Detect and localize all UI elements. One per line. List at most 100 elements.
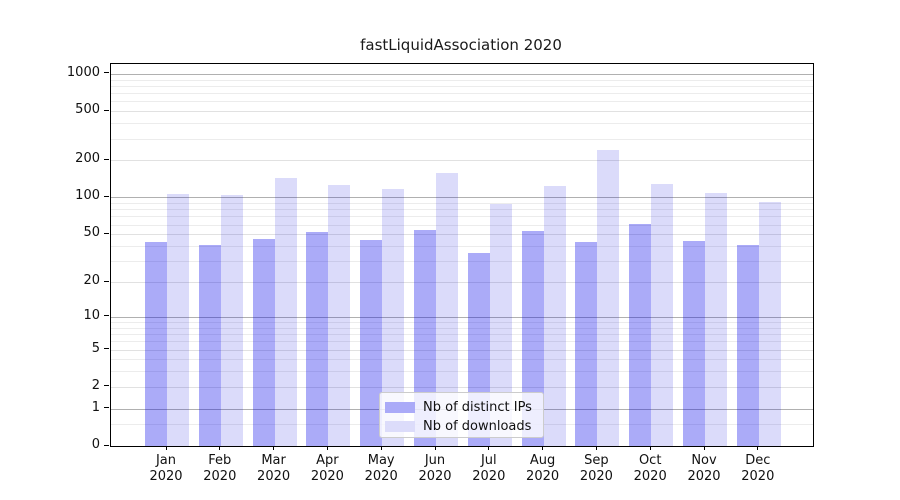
y-gridline-300 bbox=[111, 138, 813, 140]
bar-ips-mar bbox=[252, 238, 275, 446]
x-tick-mark-10 bbox=[703, 446, 705, 450]
x-tick-label-11: Dec 2020 bbox=[741, 453, 775, 484]
bar-ips-sep bbox=[575, 242, 598, 446]
y-gridline-3 bbox=[111, 371, 813, 373]
x-tick-mark-0 bbox=[165, 446, 167, 450]
y-tick-label-20: 20 bbox=[83, 273, 100, 289]
x-tick-mark-9 bbox=[649, 446, 651, 450]
bar-downloads-jan bbox=[167, 193, 189, 446]
y-tick-label-1000: 1000 bbox=[66, 64, 100, 80]
bar-downloads-feb bbox=[220, 195, 243, 446]
y-tick-mark-500 bbox=[104, 109, 109, 111]
y-tick-mark-200 bbox=[104, 158, 109, 160]
x-tick-mark-6 bbox=[488, 446, 490, 450]
x-tick-label-6: Jul 2020 bbox=[472, 453, 506, 484]
y-gridline-800 bbox=[111, 85, 813, 87]
y-gridline-6 bbox=[111, 341, 813, 343]
y-tick-mark-20 bbox=[104, 280, 109, 282]
x-tick-label-1: Feb 2020 bbox=[203, 453, 237, 484]
y-tick-mark-1000 bbox=[104, 72, 109, 74]
y-tick-mark-1 bbox=[104, 407, 109, 409]
x-tick-mark-5 bbox=[434, 446, 436, 450]
y-gridline-40 bbox=[111, 246, 813, 247]
legend-swatch-downloads bbox=[385, 421, 415, 432]
bar-downloads-aug bbox=[543, 186, 566, 446]
x-tick-mark-1 bbox=[219, 446, 221, 450]
x-tick-label-3: Apr 2020 bbox=[310, 453, 344, 484]
bar-downloads-jun bbox=[436, 173, 458, 446]
x-tick-mark-11 bbox=[757, 446, 759, 450]
legend-swatch-distinct-ips bbox=[385, 402, 415, 413]
x-tick-mark-8 bbox=[595, 446, 597, 450]
bar-ips-may bbox=[360, 239, 383, 446]
y-gridline-100 bbox=[111, 197, 813, 199]
bar-downloads-jul bbox=[489, 204, 512, 446]
bar-ips-feb bbox=[198, 244, 221, 446]
y-tick-mark-5 bbox=[104, 348, 109, 349]
y-gridline-10 bbox=[111, 316, 813, 318]
y-tick-mark-10 bbox=[104, 315, 109, 317]
y-gridline-50 bbox=[111, 234, 813, 236]
x-tick-label-2: Mar 2020 bbox=[257, 453, 291, 484]
y-tick-label-200: 200 bbox=[75, 151, 100, 167]
y-tick-label-50: 50 bbox=[83, 225, 100, 241]
y-tick-mark-0 bbox=[104, 444, 109, 446]
x-tick-mark-2 bbox=[273, 446, 275, 450]
y-gridline-2 bbox=[111, 386, 813, 388]
y-gridline-7 bbox=[111, 334, 813, 336]
legend-label-downloads: Nb of downloads bbox=[423, 419, 532, 434]
y-gridline-900 bbox=[111, 79, 813, 81]
legend-item-downloads: Nb of downloads bbox=[385, 417, 537, 436]
y-tick-label-2: 2 bbox=[91, 377, 100, 393]
y-gridline-70 bbox=[111, 216, 813, 218]
x-tick-label-4: May 2020 bbox=[364, 453, 398, 484]
bar-ips-nov bbox=[683, 241, 705, 446]
bar-downloads-mar bbox=[274, 178, 297, 446]
x-tick-mark-7 bbox=[542, 446, 544, 450]
y-gridline-60 bbox=[111, 224, 813, 226]
y-gridline-500 bbox=[111, 111, 813, 113]
plot-area bbox=[110, 63, 814, 447]
y-gridline-20 bbox=[111, 282, 813, 284]
bar-downloads-dec bbox=[758, 201, 781, 446]
y-gridline-5 bbox=[111, 349, 813, 351]
y-gridline-1000 bbox=[111, 73, 813, 75]
y-gridline-8 bbox=[111, 327, 813, 329]
bar-downloads-may bbox=[382, 189, 405, 446]
y-gridline-600 bbox=[111, 101, 813, 103]
y-gridline-700 bbox=[111, 93, 813, 95]
y-gridline-200 bbox=[111, 160, 813, 162]
y-tick-mark-100 bbox=[104, 195, 109, 197]
x-tick-label-10: Nov 2020 bbox=[687, 453, 721, 484]
y-gridline-30 bbox=[111, 261, 813, 263]
plot-inner bbox=[111, 64, 813, 446]
y-gridline-90 bbox=[111, 203, 813, 205]
y-tick-label-10: 10 bbox=[83, 307, 100, 323]
x-tick-mark-3 bbox=[326, 446, 328, 450]
y-gridline-400 bbox=[111, 123, 813, 125]
chart-title: fastLiquidAssociation 2020 bbox=[360, 36, 562, 54]
bar-ips-jan bbox=[145, 242, 167, 446]
y-tick-label-0: 0 bbox=[91, 437, 100, 452]
bar-downloads-apr bbox=[328, 185, 351, 446]
bar-ips-apr bbox=[306, 232, 329, 446]
x-tick-label-9: Oct 2020 bbox=[633, 453, 667, 484]
bar-ips-oct bbox=[629, 223, 652, 446]
bar-downloads-sep bbox=[597, 149, 620, 446]
y-tick-label-1: 1 bbox=[91, 399, 100, 415]
bar-ips-dec bbox=[736, 244, 759, 446]
bar-downloads-nov bbox=[705, 192, 727, 446]
y-tick-label-5: 5 bbox=[91, 340, 100, 356]
legend-label-distinct-ips: Nb of distinct IPs bbox=[423, 400, 532, 415]
bar-downloads-oct bbox=[651, 184, 674, 446]
y-gridline-9 bbox=[111, 322, 813, 323]
legend: Nb of distinct IPs Nb of downloads bbox=[379, 392, 544, 438]
y-tick-label-500: 500 bbox=[75, 102, 100, 118]
x-tick-label-5: Jun 2020 bbox=[418, 453, 452, 484]
x-tick-mark-4 bbox=[380, 446, 382, 450]
y-tick-mark-2 bbox=[104, 385, 109, 387]
y-gridline-4 bbox=[111, 359, 813, 361]
x-tick-label-0: Jan 2020 bbox=[149, 453, 183, 484]
y-tick-label-100: 100 bbox=[75, 188, 100, 204]
